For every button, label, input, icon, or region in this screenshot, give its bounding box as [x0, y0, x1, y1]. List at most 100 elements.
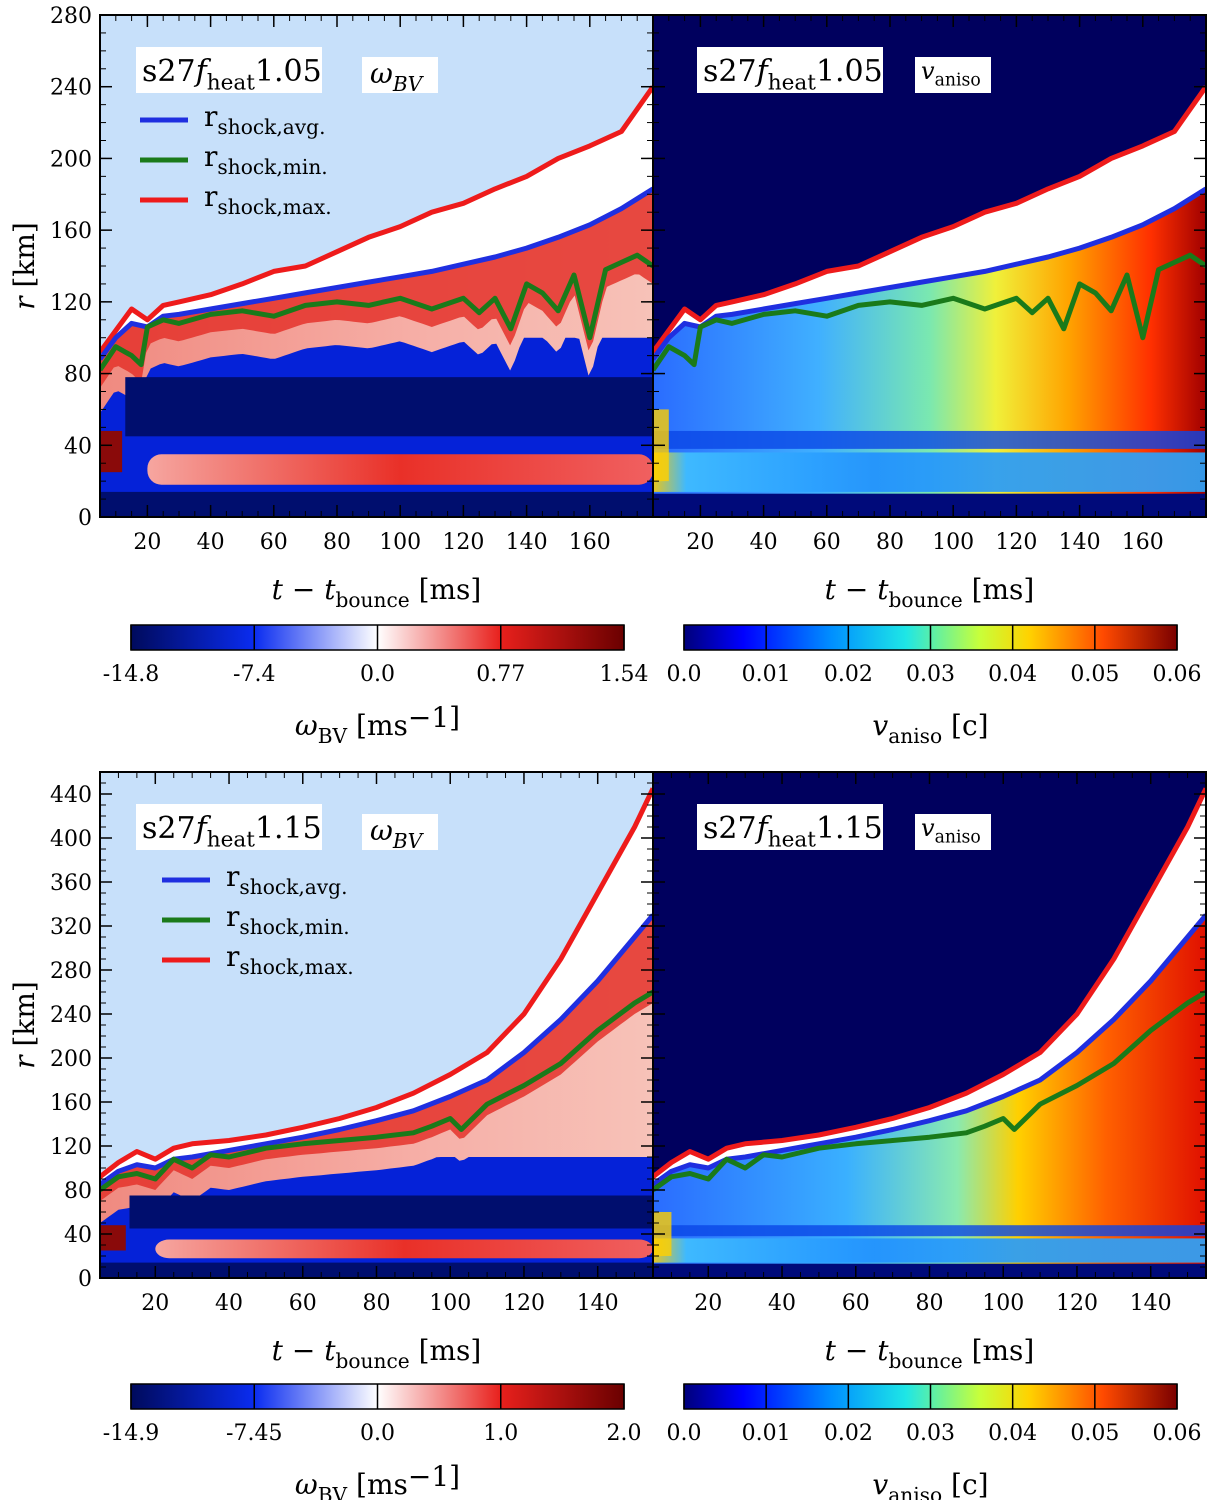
- x-tick-label: 80: [876, 530, 904, 555]
- colorbar-tick-label: 0.03: [906, 662, 955, 687]
- y-tick-label: 240: [50, 76, 92, 101]
- x-tick-label: 100: [379, 530, 421, 555]
- x-tick-label: 140: [577, 1291, 619, 1316]
- deep-stable-band: [125, 377, 653, 437]
- y-tick-label: 440: [50, 783, 92, 808]
- x-tick-label: 60: [260, 530, 288, 555]
- model-tag: s27fheat1.15: [142, 811, 322, 852]
- colorbar-tick-label: 0.05: [1070, 1421, 1119, 1446]
- quantity-tag: vaniso: [921, 814, 981, 848]
- x-tick-label: 40: [215, 1291, 243, 1316]
- colorbar-tick-label: -14.9: [103, 1421, 159, 1446]
- colorbar-tick-label: 2.0: [607, 1421, 642, 1446]
- x-tick-label: 80: [363, 1291, 391, 1316]
- y-tick-label: 160: [50, 1091, 92, 1116]
- x-tick-label: 40: [750, 530, 778, 555]
- shock-gap-region: [653, 86, 1206, 360]
- x-tick-label: 20: [686, 530, 714, 555]
- legend-label: rshock,max.: [226, 940, 354, 979]
- legend-label: rshock,avg.: [226, 860, 347, 899]
- colorbar-label: ωBV [ms−1]: [295, 701, 460, 748]
- y-axis-label: r [km]: [8, 222, 41, 310]
- y-tick-label: 200: [50, 1047, 92, 1072]
- y-tick-label: 40: [64, 434, 92, 459]
- model-tag: s27fheat1.05: [142, 54, 322, 95]
- panel-2: 20 40 60 80 100 120 140 160 t − tbounce [ms] s27f…: [652, 14, 1207, 748]
- line-rshock-max: [100, 787, 653, 1179]
- y-tick-label: 320: [50, 915, 92, 940]
- quantity-tag: ωBV: [370, 57, 425, 96]
- quantity-tag: vaniso: [921, 57, 981, 91]
- early-red-patch: [100, 1225, 126, 1251]
- quantity-tag-box: [915, 57, 991, 93]
- colorbar-tick-label: 0.06: [1153, 662, 1202, 687]
- y-tick-label: 0: [78, 1267, 92, 1292]
- convective-layer: [100, 915, 653, 1201]
- y-tick-label: 280: [50, 4, 92, 29]
- x-tick-label: 40: [768, 1291, 796, 1316]
- colorbar-tick-label: 0.77: [476, 662, 525, 687]
- heatmap-field: [653, 772, 1206, 1278]
- panel-1: 20 40 60 80 100 120 140 160 0 40 80 120 160 200 240 280…: [8, 4, 654, 748]
- y-tick-label: 120: [50, 291, 92, 316]
- convective-layer: [100, 188, 653, 388]
- inner-convective-band: [147, 454, 653, 485]
- y-tick-label: 0: [78, 506, 92, 531]
- colorbar-tick-label: 0.0: [667, 1421, 702, 1446]
- heatmap-field: [100, 15, 653, 517]
- post-shock-region: [653, 915, 1206, 1278]
- inner-convective-band: [155, 1239, 653, 1259]
- y-tick-label: 160: [50, 219, 92, 244]
- y-tick-label: 400: [50, 827, 92, 852]
- x-tick-label: 140: [1059, 530, 1101, 555]
- model-tag-box: [697, 804, 883, 850]
- x-tick-label: 20: [141, 1291, 169, 1316]
- deep-stable-band: [129, 1195, 653, 1229]
- line-rshock-max: [653, 787, 1206, 1179]
- line-rshock-min: [100, 989, 653, 1193]
- early-red-patch: [100, 430, 123, 473]
- x-tick-label: 60: [842, 1291, 870, 1316]
- core-stable-band: [100, 491, 653, 517]
- line-rshock-avg: [653, 913, 1206, 1187]
- x-tick-label: 140: [506, 530, 548, 555]
- legend-label: rshock,avg.: [204, 100, 325, 139]
- panel-3: 20 40 60 80 100 120 140 0 40 80 120 160 200 240 280 320…: [8, 771, 654, 1500]
- colorbar-label: ωBV [ms−1]: [295, 1460, 460, 1500]
- heatmap-field: [100, 772, 653, 1278]
- inner-region: [653, 1238, 1206, 1263]
- x-tick-label: 20: [694, 1291, 722, 1316]
- x-tick-label: 20: [133, 530, 161, 555]
- x-axis-label: t − tbounce [ms]: [825, 573, 1035, 612]
- x-tick-label: 160: [1122, 530, 1164, 555]
- line-rshock-min: [653, 989, 1206, 1193]
- colorbar-tick-label: 0.05: [1070, 662, 1119, 687]
- model-tag: s27fheat1.05: [703, 54, 883, 95]
- legend-label: rshock,max.: [204, 180, 332, 219]
- line-rshock-max: [653, 85, 1206, 354]
- x-tick-label: 60: [289, 1291, 317, 1316]
- colorbar-tick-label: 0.03: [906, 1421, 955, 1446]
- x-tick-label: 60: [813, 530, 841, 555]
- x-tick-label: 40: [197, 530, 225, 555]
- quantity-tag-box: [915, 814, 991, 850]
- inner-blue-band: [653, 430, 1206, 449]
- colorbar-tick-label: 0.02: [824, 662, 873, 687]
- x-tick-label: 140: [1130, 1291, 1172, 1316]
- colorbar-label: vaniso [c]: [872, 1468, 988, 1500]
- y-axis-label: r [km]: [8, 981, 41, 1069]
- colorbar-tick-label: 0.04: [988, 662, 1037, 687]
- x-tick-label: 160: [569, 530, 611, 555]
- colorbar-label: vaniso [c]: [872, 709, 988, 748]
- colorbar-tick-label: 0.04: [988, 1421, 1037, 1446]
- inner-region: [653, 452, 1206, 492]
- legend-label: rshock,min.: [226, 900, 350, 939]
- colorbar-tick-label: 0.01: [742, 1421, 791, 1446]
- y-tick-label: 280: [50, 959, 92, 984]
- model-tag-box: [136, 804, 322, 850]
- x-axis-label: t − tbounce [ms]: [272, 1334, 482, 1373]
- shock-gap-region: [100, 86, 653, 360]
- line-rshock-max: [100, 85, 653, 354]
- colorbar-tick-label: 0.0: [360, 662, 395, 687]
